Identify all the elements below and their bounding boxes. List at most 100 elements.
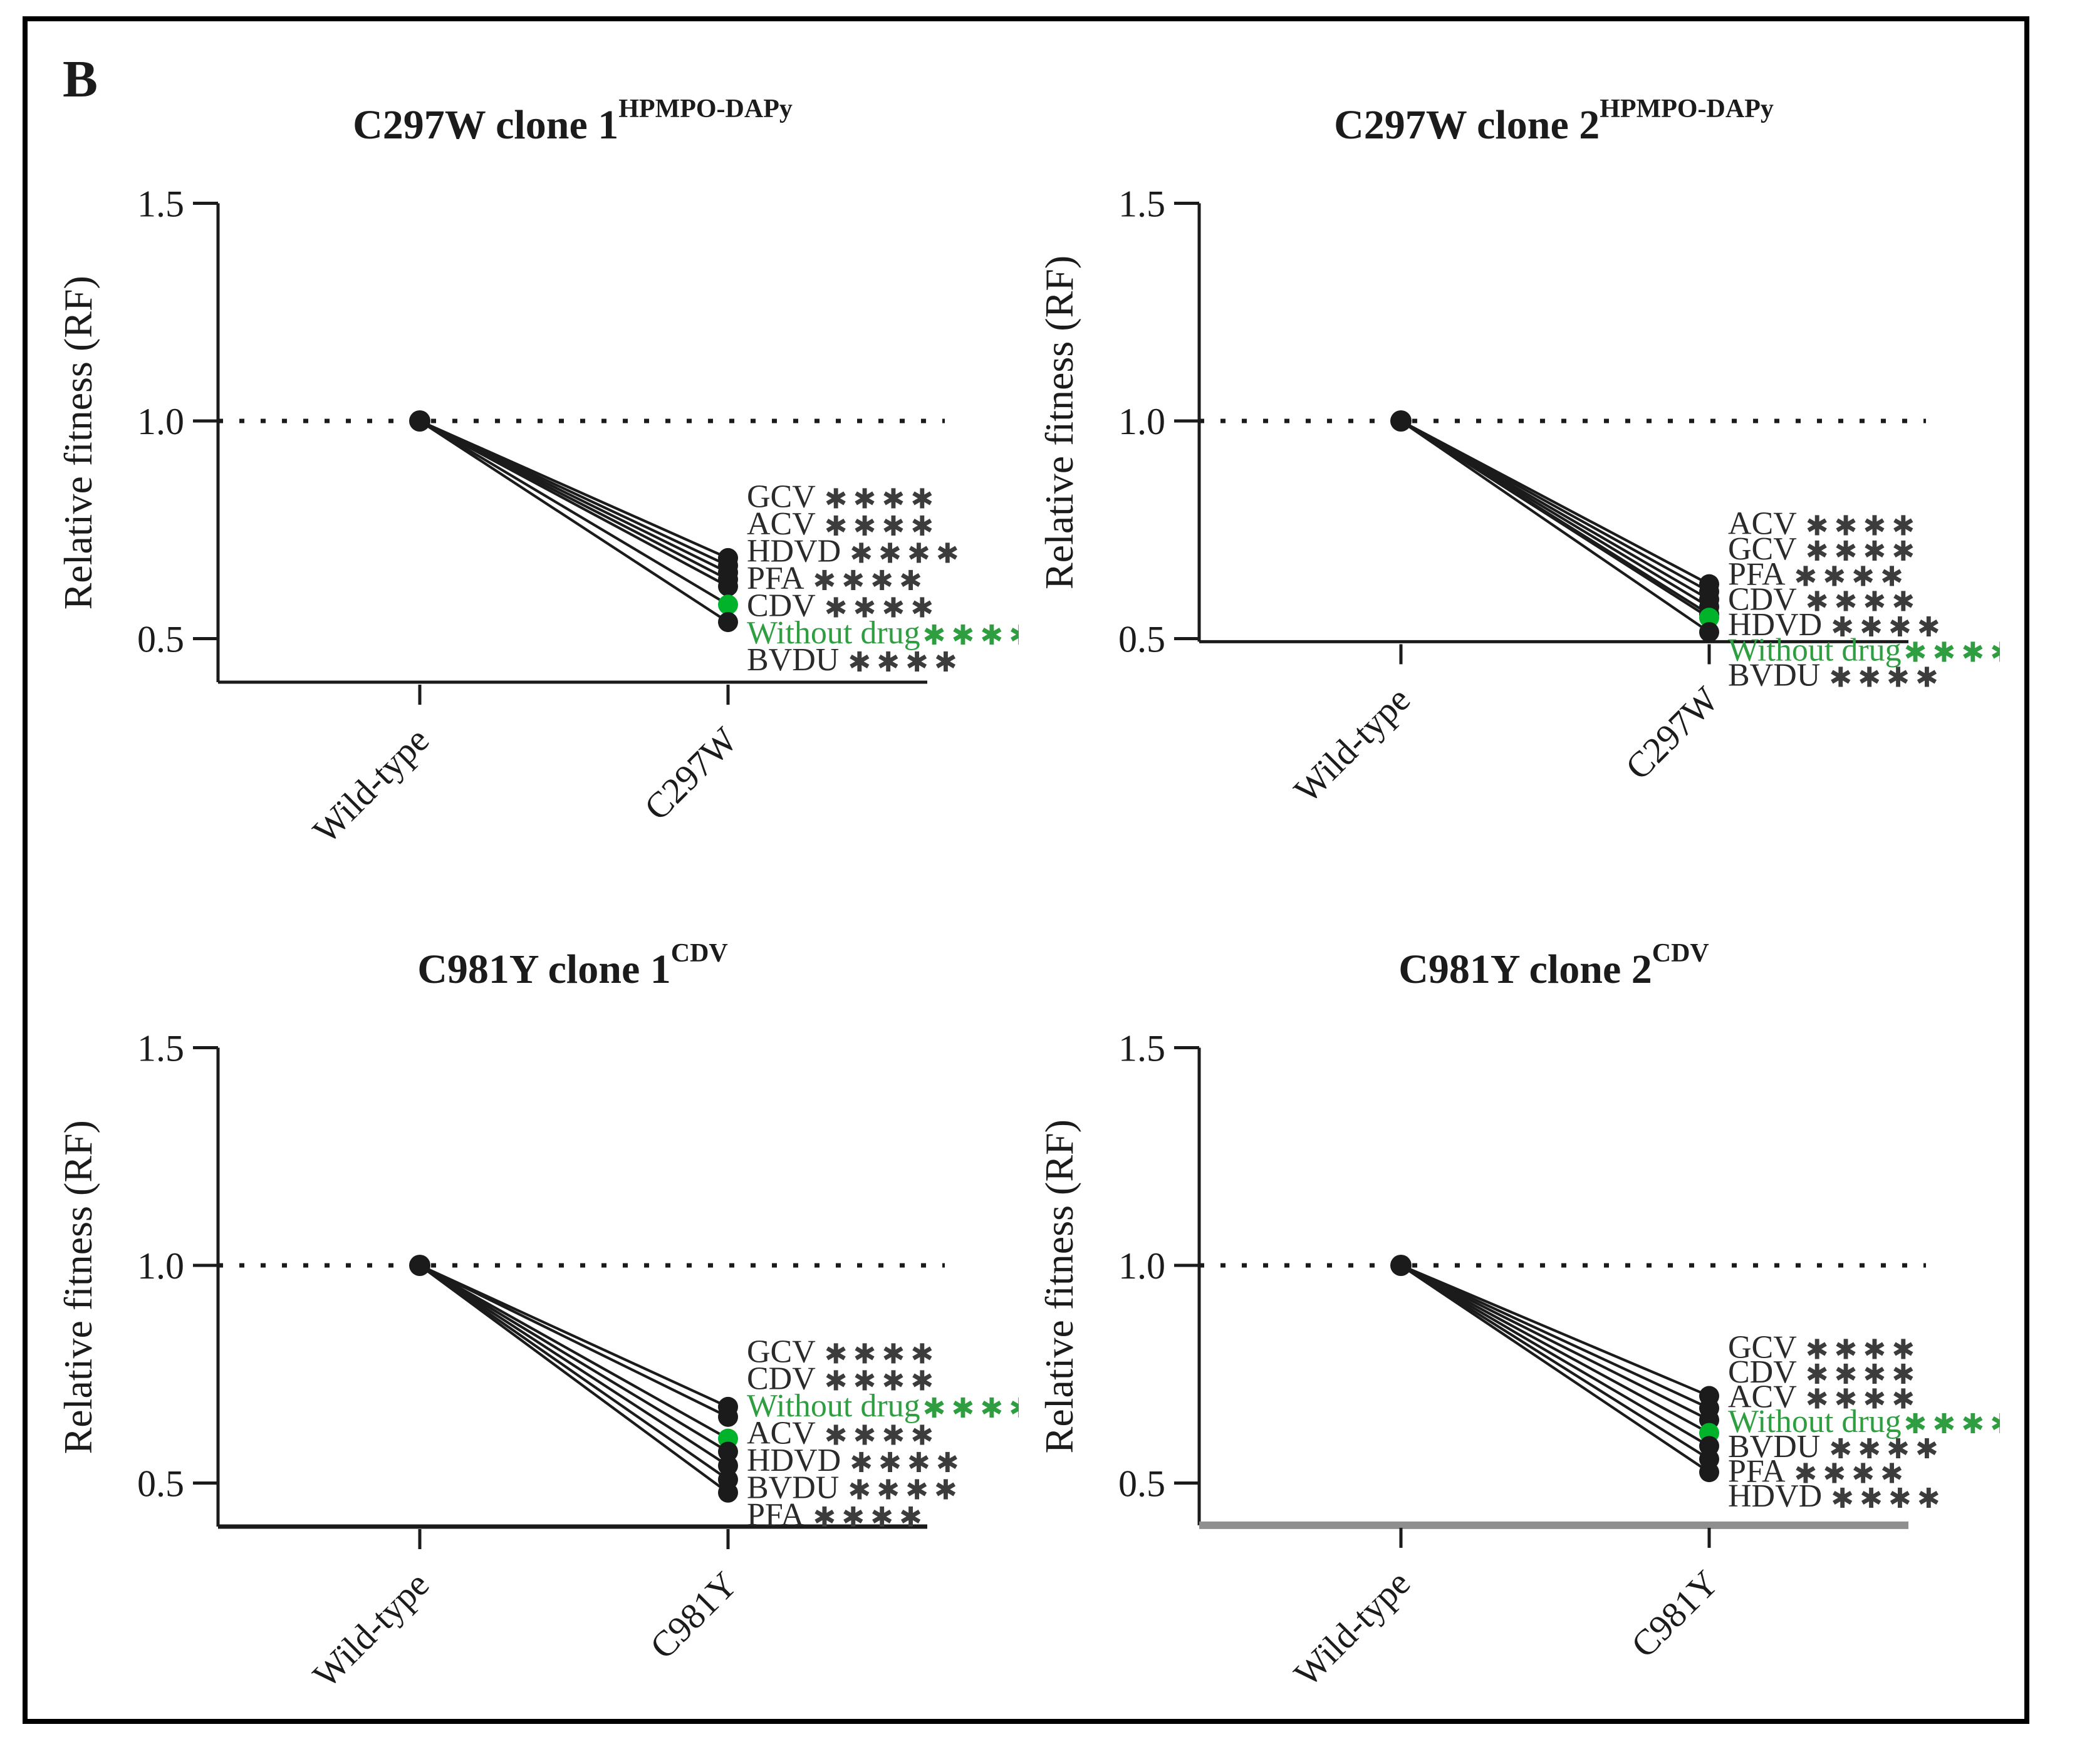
drug-label: PFA ✱✱✱✱ (1728, 1453, 1909, 1490)
y-tick-label: 0.5 (1118, 1463, 1165, 1505)
drug-name: GCV (1728, 531, 1797, 567)
slope-chart: 0.5 1.0 1.5 Relative fitness (RF) Wild-type C… (1037, 184, 2000, 811)
chart-title-base: C981Y clone 2 (1398, 947, 1652, 992)
chart-panel: C981Y clone 2CDV 0.5 1.0 1.5 Relative fitne… (1019, 920, 2000, 1764)
drug-name: CDV (1728, 1354, 1797, 1390)
drug-label: GCV ✱✱✱✱ (1728, 1329, 1920, 1366)
figure-border (23, 16, 2029, 1724)
significance-asterisks: ✱✱✱✱ (1831, 611, 1945, 643)
drug-label: HDVD ✱✱✱✱ (1728, 1478, 1946, 1515)
panel-label: B (63, 50, 98, 108)
drug-name: Without drug (747, 1388, 920, 1424)
x-category-label: Wild-type (1286, 679, 1418, 811)
slope-line (1400, 1264, 1710, 1421)
y-tick-label: 1.0 (137, 401, 184, 442)
drug-name: Without drug (1728, 1404, 1902, 1440)
significance-asterisks: ✱✱✱✱ (1829, 1433, 1944, 1465)
x-category-label: Wild-type (305, 719, 437, 851)
x-category-label: Wild-type (1286, 1562, 1418, 1694)
chart-title-base: C981Y clone 1 (417, 947, 671, 992)
slope-line (1400, 1264, 1710, 1435)
chart-title: C297W clone 1HPMPO-DAPy (218, 94, 927, 149)
drug-name: GCV (747, 479, 816, 515)
y-tick-label: 1.5 (137, 1028, 184, 1069)
drug-name: ACV (747, 506, 816, 542)
y-tick-label: 1.5 (1118, 184, 1165, 225)
data-point-without-drug (718, 594, 738, 615)
slope-line (419, 1264, 729, 1467)
drug-name: ACV (1728, 1379, 1797, 1415)
drug-label: BVDU ✱✱✱✱ (747, 1470, 963, 1506)
chart-title: C981Y clone 2CDV (1199, 938, 1908, 994)
drug-label: ACV ✱✱✱✱ (747, 1416, 939, 1452)
significance-asterisks: ✱✱✱✱ (813, 565, 928, 597)
significance-asterisks: ✱✱✱✱ (1806, 511, 1920, 542)
significance-asterisks: ✱✱✱✱ (1904, 1408, 2000, 1440)
slope-line (419, 1264, 729, 1453)
chart-title-superscript: CDV (1652, 939, 1709, 968)
significance-asterisks: ✱✱✱✱ (825, 511, 939, 542)
slope-line (419, 1264, 729, 1494)
drug-label: HDVD ✱✱✱✱ (747, 1443, 965, 1479)
drug-name: GCV (747, 1334, 816, 1369)
drug-name: BVDU (1728, 658, 1820, 693)
slope-line (1400, 420, 1710, 619)
drug-label: BVDU ✱✱✱✱ (1728, 1429, 1944, 1465)
drug-name: ACV (747, 1416, 816, 1451)
drug-name: Without drug (1728, 632, 1902, 668)
drug-label: BVDU ✱✱✱✱ (1728, 658, 1944, 694)
significance-asterisks: ✱✱✱✱ (825, 1338, 939, 1370)
drug-label: HDVD ✱✱✱✱ (1728, 607, 1946, 643)
drug-name: PFA (747, 561, 804, 596)
slope-line (1400, 420, 1710, 633)
x-category-label: Wild-type (305, 1564, 437, 1696)
significance-asterisks: ✱✱✱✱ (1806, 536, 1920, 568)
data-point (718, 612, 738, 633)
significance-asterisks: ✱✱✱✱ (825, 592, 939, 624)
chart-title-superscript: CDV (670, 939, 728, 968)
data-point (1699, 622, 1719, 643)
slope-line (1400, 1264, 1710, 1473)
slope-line (419, 1264, 729, 1440)
y-tick-label: 1.0 (1118, 401, 1165, 442)
slope-line (419, 420, 729, 606)
chart-title-superscript: HPMPO-DAPy (1600, 95, 1774, 123)
chart-title-superscript: HPMPO-DAPy (618, 95, 793, 123)
significance-asterisks: ✱✱✱✱ (1806, 1384, 1920, 1416)
drug-label: PFA ✱✱✱✱ (747, 1497, 928, 1533)
significance-asterisks: ✱✱✱✱ (923, 620, 1019, 651)
drug-label: ACV ✱✱✱✱ (747, 506, 939, 542)
data-point-wild-type (1390, 1255, 1412, 1276)
drug-name: CDV (747, 588, 816, 623)
slope-line (419, 420, 729, 623)
drug-label: ACV ✱✱✱✱ (1728, 506, 1920, 542)
slope-line (419, 420, 729, 588)
significance-asterisks: ✱✱✱✱ (1794, 1458, 1909, 1490)
slope-line (1400, 1264, 1710, 1409)
drug-label: GCV ✱✱✱✱ (1728, 531, 1920, 568)
data-point (718, 1406, 738, 1427)
slope-chart: 0.5 1.0 1.5 Relative fitness (RF) Wild-type C… (56, 184, 1019, 851)
y-tick-label: 0.5 (137, 619, 184, 660)
x-category-label: C981Y (1623, 1562, 1726, 1665)
drug-label: ACV ✱✱✱✱ (1728, 1379, 1920, 1416)
slope-chart: 0.5 1.0 1.5 Relative fitness (RF) Wild-type C… (56, 1028, 1019, 1696)
y-axis-title: Relative fitness (RF) (1037, 256, 1081, 589)
y-tick-label: 1.0 (137, 1245, 184, 1287)
drug-name: HDVD (747, 533, 841, 569)
slope-line (419, 1264, 729, 1408)
drug-name: CDV (1728, 582, 1797, 618)
drug-name: HDVD (1728, 1478, 1822, 1514)
slope-line (1400, 1264, 1710, 1398)
drug-label: CDV ✱✱✱✱ (1728, 582, 1920, 618)
drug-name: HDVD (1728, 607, 1822, 643)
drug-name: BVDU (747, 642, 839, 678)
data-point (1699, 1462, 1719, 1483)
significance-asterisks: ✱✱✱✱ (1794, 561, 1909, 593)
slope-line (1400, 1264, 1710, 1448)
significance-asterisks: ✱✱✱✱ (1831, 1483, 1945, 1515)
drug-name: PFA (747, 1497, 804, 1533)
panels-grid: C297W clone 1HPMPO-DAPy 0.5 1.0 1.5 Relativ… (38, 75, 2000, 1764)
data-point-wild-type (409, 1255, 430, 1276)
significance-asterisks: ✱✱✱✱ (1806, 586, 1920, 618)
